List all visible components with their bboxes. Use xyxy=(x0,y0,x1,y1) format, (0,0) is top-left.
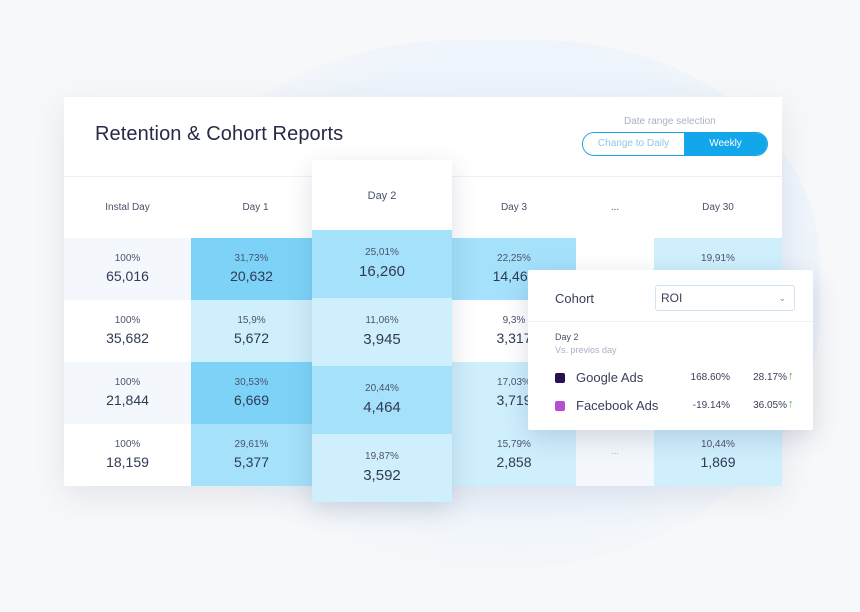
cell-percent: 19,91% xyxy=(701,253,735,264)
cell-percent: 15,79% xyxy=(497,439,531,450)
cell-percent: 17,03% xyxy=(497,377,531,388)
cell-install-row-3[interactable]: 100% 21,844 xyxy=(64,362,191,424)
cell-value: 65,016 xyxy=(106,268,149,284)
cell-percent: 20,44% xyxy=(365,383,399,394)
cell-value: 5,672 xyxy=(233,330,270,346)
metric-select-value: ROI xyxy=(661,291,683,305)
cell-day1-row-1[interactable]: 31,73% 20,632 xyxy=(191,238,312,300)
cell-value: 3,719 xyxy=(496,392,532,408)
date-range-label: Date range selection xyxy=(624,116,716,127)
cohort-label: Cohort xyxy=(555,291,595,306)
change-to-daily-button[interactable]: Change to Daily xyxy=(583,133,684,155)
cell-percent: 22,25% xyxy=(497,253,531,264)
cell-day2-row-2[interactable]: 11,06% 3,945 xyxy=(312,298,452,366)
legend-item-google-ads[interactable]: Google Ads 168.60% 28.17% ↑ xyxy=(555,369,795,387)
cell-value: 3,592 xyxy=(363,467,401,484)
google-ads-swatch xyxy=(555,373,565,383)
chevron-down-icon: ⌄ xyxy=(778,293,786,303)
cell-percent: 30,53% xyxy=(234,377,269,388)
cell-install-row-4[interactable]: 100% 18,159 xyxy=(64,424,191,486)
cell-value: 6,669 xyxy=(233,392,270,408)
legend-item-name: Facebook Ads xyxy=(576,398,659,413)
cell-ellipsis-row-4: ... xyxy=(576,424,654,486)
cell-percent: 100% xyxy=(114,253,141,264)
cell-percent: 29,61% xyxy=(234,439,269,450)
cell-percent: 9,3% xyxy=(502,315,526,326)
cell-percent: 100% xyxy=(114,439,141,450)
column-header-day-2[interactable]: Day 2 xyxy=(367,190,397,202)
cell-value: 18,159 xyxy=(106,454,149,470)
cell-value: 3,317 xyxy=(496,330,532,346)
cohort-popup: Cohort ROI ⌄ Day 2 Vs. previos day Googl… xyxy=(528,270,813,430)
cell-day2-row-4[interactable]: 19,87% 3,592 xyxy=(312,434,452,502)
popup-subtitle: Day 2 xyxy=(555,332,579,342)
cell-value: 1,869 xyxy=(700,454,736,470)
cell-value: 5,377 xyxy=(233,454,270,470)
cell-percent: 19,87% xyxy=(365,451,399,462)
facebook-ads-swatch xyxy=(555,401,565,411)
cell-install-row-2[interactable]: 100% 35,682 xyxy=(64,300,191,362)
cell-percent: 100% xyxy=(114,377,141,388)
cell-day3-row-4[interactable]: 15,79% 2,858 xyxy=(452,424,576,486)
arrow-up-icon: ↑ xyxy=(788,370,794,382)
column-header-ellipsis: ... xyxy=(610,202,620,213)
legend-item-change: 36.05% xyxy=(753,400,787,411)
cell-day1-row-4[interactable]: 29,61% 5,377 xyxy=(191,424,312,486)
popup-divider xyxy=(528,321,813,322)
metric-select[interactable]: ROI ⌄ xyxy=(655,285,795,311)
cell-value: 16,260 xyxy=(359,263,405,280)
cell-install-row-1[interactable]: 100% 65,016 xyxy=(64,238,191,300)
column-header-day-30[interactable]: Day 30 xyxy=(702,202,734,213)
cell-value: 20,632 xyxy=(230,268,273,284)
legend-item-value: 168.60% xyxy=(690,372,730,383)
cell-day2-row-3[interactable]: 20,44% 4,464 xyxy=(312,366,452,434)
cell-percent: 11,06% xyxy=(365,315,399,326)
page-title: Retention & Cohort Reports xyxy=(95,123,344,145)
legend-item-value: -19.14% xyxy=(692,400,730,411)
cell-value: 4,464 xyxy=(363,399,401,416)
cell-value: 21,844 xyxy=(106,392,149,408)
cell-percent: 31,73% xyxy=(234,253,269,264)
cell-percent: 25,01% xyxy=(365,247,399,258)
cell-value: 14,469 xyxy=(492,268,536,284)
date-range-toggle: Change to Daily Weekly xyxy=(582,132,768,156)
column-header-day-3[interactable]: Day 3 xyxy=(500,202,528,213)
day-2-column: Day 2 25,01% 16,260 11,06% 3,945 20,44% … xyxy=(312,160,452,502)
cell-percent: 15,9% xyxy=(237,315,266,326)
cell-percent: 100% xyxy=(114,315,141,326)
arrow-up-icon: ↑ xyxy=(788,398,794,410)
weekly-button[interactable]: Weekly xyxy=(684,133,767,155)
column-header-install-day[interactable]: Instal Day xyxy=(105,202,150,213)
cell-day1-row-3[interactable]: 30,53% 6,669 xyxy=(191,362,312,424)
cell-percent: 10,44% xyxy=(701,439,735,450)
cell-day30-row-4[interactable]: 10,44% 1,869 xyxy=(654,424,782,486)
popup-subtitle-comparison: Vs. previos day xyxy=(555,345,617,355)
cell-day1-row-2[interactable]: 15,9% 5,672 xyxy=(191,300,312,362)
cell-value: 3,945 xyxy=(363,331,401,348)
cell-value: 35,682 xyxy=(106,330,149,346)
cell-value: 2,858 xyxy=(496,454,532,470)
legend-item-name: Google Ads xyxy=(576,370,644,385)
cell-day2-row-1[interactable]: 25,01% 16,260 xyxy=(312,230,452,298)
column-header-day-1[interactable]: Day 1 xyxy=(242,202,269,213)
cell-ellipsis: ... xyxy=(611,446,619,456)
legend-item-facebook-ads[interactable]: Facebook Ads -19.14% 36.05% ↑ xyxy=(555,397,795,415)
legend-item-change: 28.17% xyxy=(753,372,787,383)
